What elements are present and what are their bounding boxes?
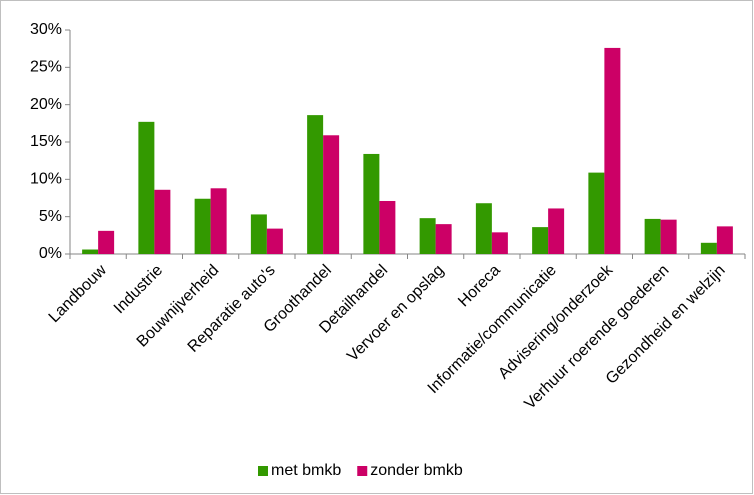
bar bbox=[210, 188, 227, 254]
bar bbox=[435, 224, 452, 254]
bar bbox=[660, 219, 677, 254]
legend-label: met bmkb bbox=[271, 462, 341, 479]
y-tick-label: 5% bbox=[39, 208, 62, 225]
legend-swatch bbox=[258, 466, 268, 476]
bar bbox=[266, 228, 283, 254]
bar bbox=[604, 47, 621, 254]
bar bbox=[138, 121, 155, 254]
bar bbox=[82, 249, 99, 254]
legend-label: zonder bmkb bbox=[370, 462, 463, 479]
y-tick-label: 10% bbox=[30, 171, 62, 188]
bar bbox=[700, 242, 717, 254]
bar bbox=[250, 214, 267, 254]
bar bbox=[98, 230, 115, 254]
legend-swatch bbox=[357, 466, 368, 476]
y-tick-label: 30% bbox=[30, 21, 62, 38]
bar bbox=[194, 198, 211, 254]
bar bbox=[419, 218, 436, 254]
bar bbox=[475, 203, 492, 254]
bar bbox=[307, 115, 324, 255]
bar bbox=[532, 227, 549, 254]
bar bbox=[363, 153, 380, 254]
bar bbox=[716, 226, 733, 254]
y-tick-label: 25% bbox=[30, 59, 62, 76]
bar bbox=[588, 172, 605, 254]
bar bbox=[644, 218, 661, 254]
bar bbox=[548, 208, 565, 254]
y-tick-label: 0% bbox=[39, 245, 62, 262]
bar bbox=[323, 135, 340, 254]
bar bbox=[379, 200, 396, 254]
y-tick-label: 20% bbox=[30, 96, 62, 113]
bar bbox=[491, 232, 508, 254]
bar bbox=[154, 189, 171, 254]
y-tick-label: 15% bbox=[30, 133, 62, 150]
